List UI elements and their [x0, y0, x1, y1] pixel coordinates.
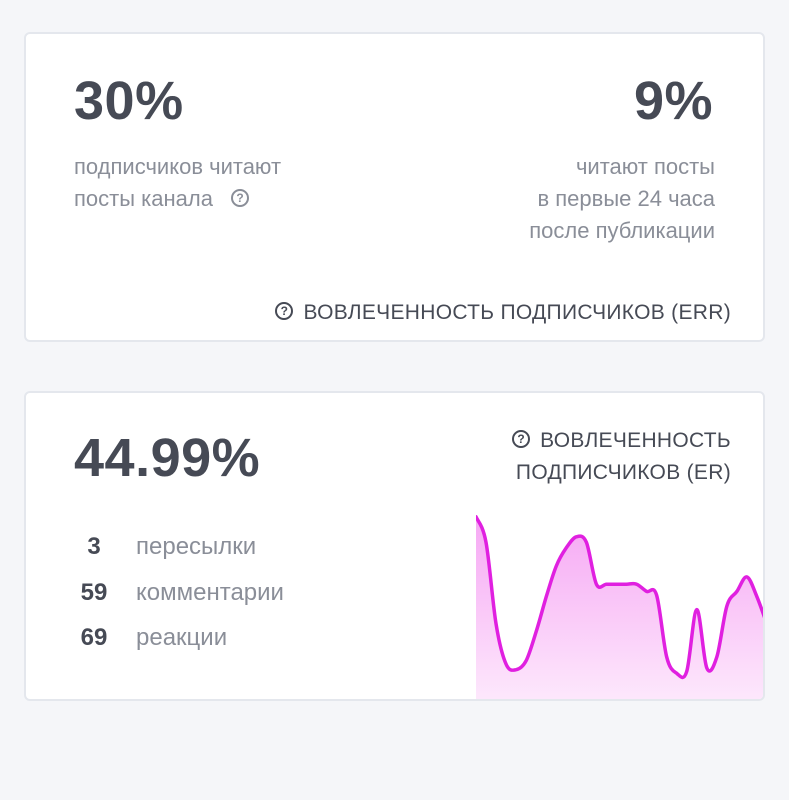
er-title-line-1-text: ВОВЛЕЧЕННОСТЬ — [540, 429, 731, 452]
stat-label: реакции — [136, 624, 228, 651]
er-title: ? ВОВЛЕЧЕННОСТЬ ПОДПИСЧИКОВ (ER) — [512, 425, 731, 489]
reach-line-1: подписчиков читают — [74, 154, 282, 179]
er-title-line-1: ? ВОВЛЕЧЕННОСТЬ — [512, 425, 731, 457]
err-footer-label: ? ВОВЛЕЧЕННОСТЬ ПОДПИСЧИКОВ (ERR) — [275, 297, 731, 329]
reach-line-2: посты канала ? — [74, 183, 281, 215]
reach-description: подписчиков читают посты канала ? — [74, 151, 281, 215]
stat-row-forwards: 3 пересылки — [74, 531, 256, 563]
question-icon[interactable]: ? — [231, 189, 250, 208]
day-percent: 9% — [633, 71, 713, 131]
err-footer-text: ВОВЛЕЧЕННОСТЬ ПОДПИСЧИКОВ (ERR) — [303, 301, 731, 324]
stat-label: комментарии — [136, 579, 284, 606]
stat-row-comments: 59 комментарии — [74, 577, 284, 609]
reach-percent: 30% — [74, 71, 184, 131]
day-description: читают посты в первые 24 часа после публ… — [529, 151, 715, 247]
reach-line-2-text: посты канала — [74, 186, 213, 211]
err-card: 30% подписчиков читают посты канала ? 9%… — [24, 32, 765, 342]
sparkline-line — [476, 515, 763, 680]
sparkline-area — [476, 516, 763, 699]
stat-label: пересылки — [136, 533, 257, 560]
question-icon[interactable]: ? — [275, 302, 294, 321]
stat-value: 59 — [80, 579, 108, 606]
day-line-1: читают посты — [575, 154, 715, 179]
er-title-line-2: ПОДПИСЧИКОВ (ER) — [515, 461, 731, 484]
er-card: 44.99% ? ВОВЛЕЧЕННОСТЬ ПОДПИСЧИКОВ (ER) 3… — [24, 391, 765, 701]
stat-row-reactions: 69 реакции — [74, 622, 227, 654]
question-icon[interactable]: ? — [512, 430, 531, 449]
er-percent: 44.99% — [74, 428, 261, 488]
day-line-2: в первые 24 часа — [537, 186, 715, 211]
stat-value: 3 — [87, 533, 101, 560]
er-sparkline — [476, 515, 763, 699]
stat-value: 69 — [80, 624, 108, 651]
day-line-3: после публикации — [529, 218, 715, 243]
